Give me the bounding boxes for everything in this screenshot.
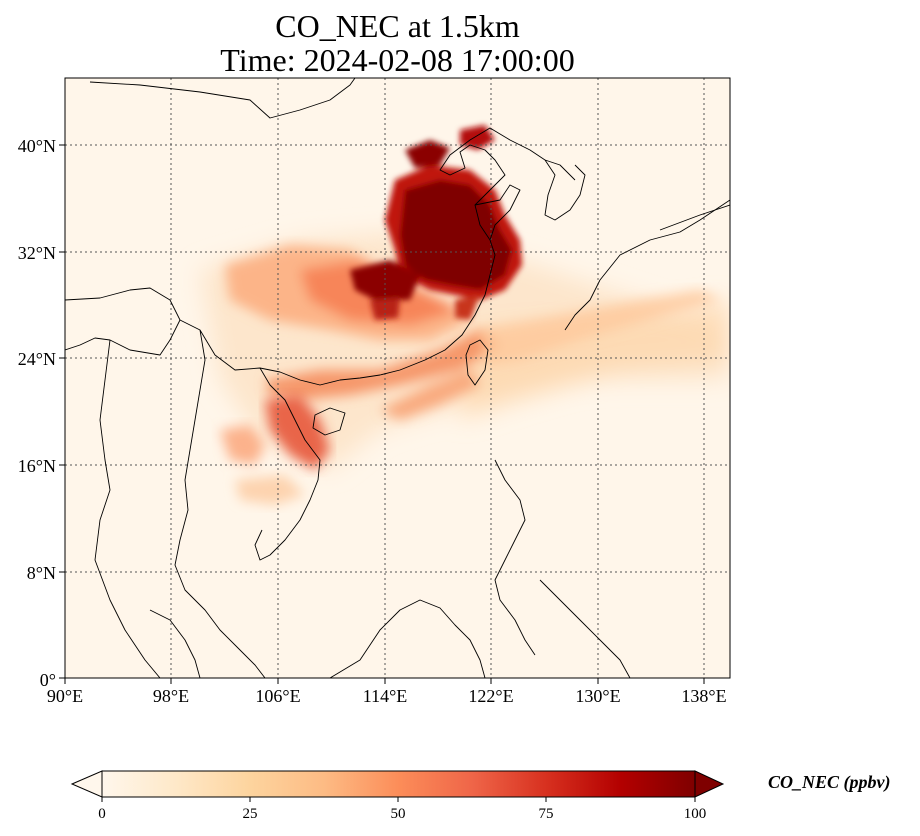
colorbar-tick-label: 25 [242, 806, 258, 822]
gridlines [65, 78, 730, 678]
figure-title: CO_NEC at 1.5km [275, 8, 520, 44]
lat-tick-label: 24°N [17, 349, 56, 369]
plume-north-china-plain-core [350, 125, 522, 320]
lat-tick-label: 0° [39, 670, 56, 690]
plume-south-china-coast [265, 330, 500, 420]
colorbar-ramp [102, 771, 695, 797]
lat-tick-label: 8°N [26, 563, 56, 583]
colorbar-extend-max [694, 770, 725, 798]
colorbar [70, 770, 725, 802]
colorbar-tick-label: 50 [390, 806, 406, 822]
lon-tick-label: 114°E [362, 686, 408, 706]
colorbar-tick-label: 75 [538, 806, 554, 822]
coastlines [65, 78, 730, 678]
plume-laos-patch [220, 425, 305, 505]
figure-subtitle-time: Time: 2024-02-08 17:00:00 [220, 42, 575, 78]
colorbar-extend-min [70, 770, 103, 798]
lat-tick-label: 16°N [17, 456, 56, 476]
map-axes [65, 78, 730, 678]
map-frame [64, 77, 731, 679]
colorbar-label: CO_NEC (ppbv) [768, 772, 891, 792]
axis-ticks [59, 144, 705, 684]
lon-tick-label: 90°E [46, 686, 84, 706]
lon-tick-label: 138°E [681, 686, 727, 706]
lon-tick-label: 106°E [255, 686, 301, 706]
plume-east-china-sea-outflow [480, 290, 720, 365]
colorbar-tick-label: 0 [98, 806, 106, 822]
lat-tick-label: 32°N [17, 243, 56, 263]
lon-tick-label: 130°E [575, 686, 621, 706]
lat-tick-label: 40°N [17, 136, 56, 156]
lon-tick-label: 98°E [152, 686, 190, 706]
lon-tick-label: 122°E [468, 686, 514, 706]
colorbar-tick-label: 100 [683, 806, 707, 822]
